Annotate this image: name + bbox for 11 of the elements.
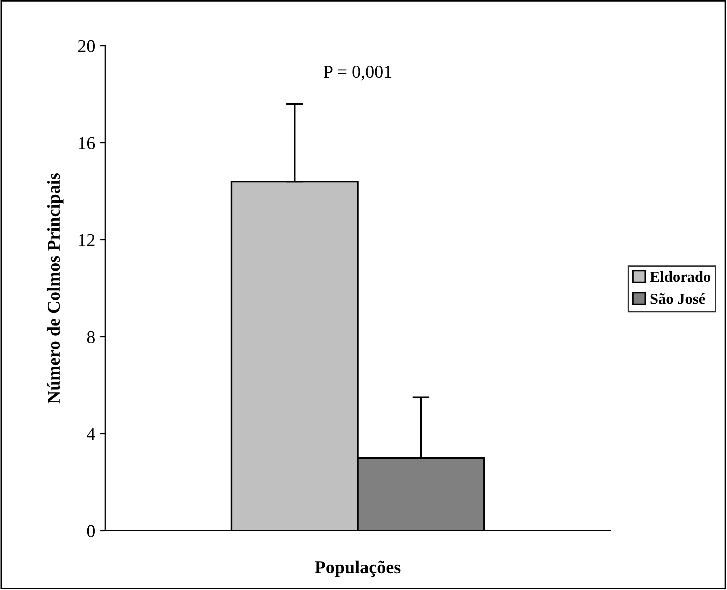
y-tick-label: 20: [78, 40, 96, 52]
x-axis-title: Populações: [315, 560, 401, 578]
y-tick-label: 16: [79, 137, 96, 150]
y-tick-label: 4: [87, 428, 96, 440]
annotation: P = 0,001: [324, 66, 392, 81]
y-axis-title: Número de Colmos Principais: [47, 174, 64, 404]
y-tick-label: 12: [79, 234, 95, 246]
legend-label: Eldorado: [650, 271, 711, 282]
legend-label: São José: [650, 293, 706, 304]
y-tick-label: 0: [87, 525, 96, 538]
y-tick-label: 8: [87, 331, 96, 344]
